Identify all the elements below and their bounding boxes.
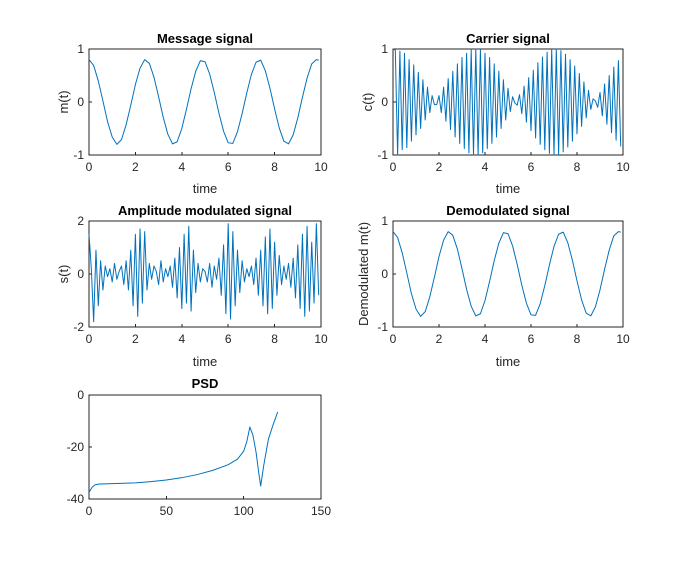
series-line (392, 231, 621, 317)
x-tick-label: 8 (574, 160, 581, 174)
subplot-carrier-signal: Carrier signal time c(t) 0 2 4 6 8 10-101 (360, 31, 630, 196)
x-tick-label: 10 (616, 332, 630, 346)
chart-title: Message signal (157, 31, 253, 46)
y-tick-label: -20 (67, 440, 85, 454)
x-tick-label: 0 (86, 160, 93, 174)
axis-ticks: 0 50 100 150 -40 -20 0 (67, 388, 332, 518)
x-tick-label: 4 (482, 332, 489, 346)
x-tick-label: 6 (225, 160, 232, 174)
y-tick-label: 0 (77, 95, 84, 109)
chart-title: PSD (192, 376, 219, 391)
y-tick-label: 1 (381, 42, 388, 56)
y-tick-label: -1 (73, 148, 84, 162)
chart-title: Demodulated signal (446, 203, 570, 218)
x-tick-label: 100 (234, 504, 254, 518)
axes-box (392, 220, 624, 328)
y-tick-label: 0 (77, 267, 84, 281)
subplot-message-signal: Message signal time m(t) 0 2 4 6 8 10-101 (56, 31, 328, 196)
series-line (392, 48, 622, 156)
series-group (88, 59, 319, 145)
x-tick-label: 0 (86, 332, 93, 346)
y-tick-label: -2 (73, 320, 84, 334)
subplot-am-signal: Amplitude modulated signal time s(t) 0 2 4… (56, 203, 328, 369)
axis-ticks: 0 2 4 6 8 10-101 (377, 42, 630, 174)
x-tick-label: 0 (390, 160, 397, 174)
y-tick-label: 1 (77, 42, 84, 56)
series-group (88, 411, 279, 493)
x-axis-label: time (193, 354, 218, 369)
x-tick-label: 50 (160, 504, 174, 518)
axes-box (392, 48, 624, 156)
x-tick-label: 10 (314, 332, 328, 346)
x-tick-label: 10 (314, 160, 328, 174)
axes-box (88, 48, 322, 156)
y-tick-label: 0 (77, 388, 84, 402)
x-tick-label: 0 (390, 332, 397, 346)
series-line (88, 223, 320, 323)
x-tick-label: 8 (574, 332, 581, 346)
axis-ticks: 0 2 4 6 8 10-101 (377, 214, 630, 346)
y-axis-label: m(t) (56, 90, 71, 113)
x-tick-label: 6 (225, 332, 232, 346)
y-tick-label: 2 (77, 214, 84, 228)
x-tick-label: 0 (86, 504, 93, 518)
x-axis-label: time (496, 354, 521, 369)
y-tick-label: -1 (377, 320, 388, 334)
x-tick-label: 10 (616, 160, 630, 174)
series-group (392, 231, 621, 317)
y-axis-label: c(t) (360, 93, 375, 112)
x-tick-label: 6 (528, 160, 535, 174)
chart-title: Carrier signal (466, 31, 550, 46)
y-tick-label: 1 (381, 214, 388, 228)
y-axis-label: s(t) (56, 265, 71, 284)
subplot-psd: PSD 0 50 100 150 -40 -20 0 (67, 376, 332, 518)
axis-ticks: 0 2 4 6 8 10-202 (73, 214, 328, 346)
x-tick-label: 8 (271, 160, 278, 174)
y-axis-label: Demodulated m(t) (356, 222, 371, 326)
series-line (88, 59, 319, 145)
x-tick-label: 4 (482, 160, 489, 174)
series-group (392, 48, 622, 156)
x-tick-label: 150 (311, 504, 331, 518)
x-axis-label: time (496, 181, 521, 196)
x-tick-label: 6 (528, 332, 535, 346)
y-tick-label: -1 (377, 148, 388, 162)
x-axis-label: time (193, 181, 218, 196)
series-line (88, 411, 279, 493)
x-tick-label: 2 (132, 332, 139, 346)
x-tick-label: 4 (178, 160, 185, 174)
x-tick-label: 8 (271, 332, 278, 346)
axes-box (88, 220, 322, 328)
axis-ticks: 0 2 4 6 8 10-101 (73, 42, 328, 174)
y-tick-label: 0 (381, 267, 388, 281)
axes-box (88, 394, 322, 500)
chart-title: Amplitude modulated signal (118, 203, 292, 218)
y-tick-label: 0 (381, 95, 388, 109)
x-tick-label: 4 (178, 332, 185, 346)
x-tick-label: 2 (436, 332, 443, 346)
x-tick-label: 2 (436, 160, 443, 174)
series-group (88, 223, 320, 323)
subplot-demodulated-signal: Demodulated signal time Demodulated m(t)… (356, 203, 630, 369)
x-tick-label: 2 (132, 160, 139, 174)
y-tick-label: -40 (67, 492, 85, 506)
